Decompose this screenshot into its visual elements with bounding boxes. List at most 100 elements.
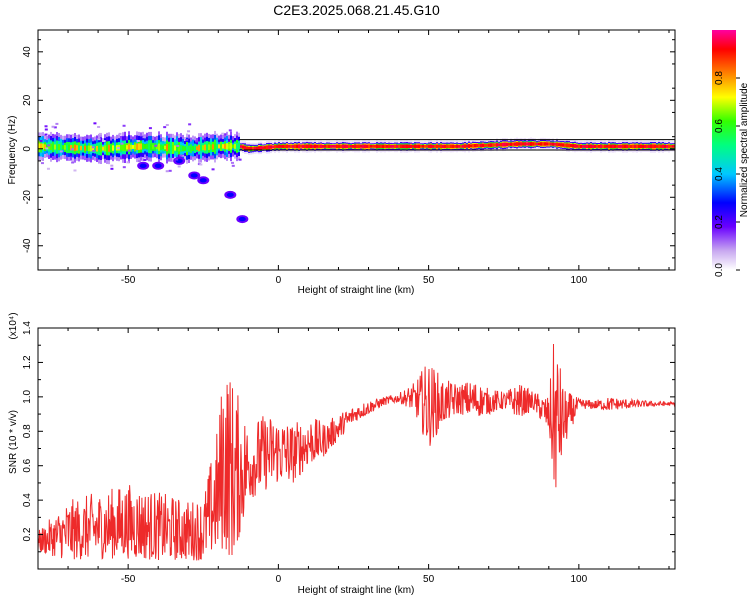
spectrogram-ridge-cell xyxy=(76,145,78,151)
spectrogram-ridge-cell xyxy=(610,144,612,149)
spectrogram-ridge-cell xyxy=(464,144,466,149)
spectrogram-ridge-cell xyxy=(376,144,378,149)
spectrogram-speckle xyxy=(44,133,48,136)
spectrogram-ridge-cell xyxy=(406,144,408,149)
spectrogram-speckle xyxy=(231,164,235,167)
spectrogram-speckle xyxy=(116,147,120,150)
spectrogram-ridge-cell xyxy=(578,144,580,148)
spectrogram-speckle xyxy=(223,133,227,136)
spectrogram-ridge-cell xyxy=(550,142,552,146)
spectrogram-ridge-cell xyxy=(142,143,144,150)
snr-xtick-label: 50 xyxy=(423,574,435,585)
spectrogram-speckle xyxy=(98,132,102,135)
spectrogram-ridge-cell xyxy=(228,144,230,149)
snr-xtick-label: 100 xyxy=(571,574,588,585)
spectrogram-ridge-cell xyxy=(196,146,198,151)
spectrogram-ridge-cell xyxy=(634,144,636,149)
spectrogram-ridge-cell xyxy=(180,144,182,152)
spectrogram-ridge-cell xyxy=(138,143,140,150)
spectrogram-ridge-cell xyxy=(384,144,386,149)
spectrogram-ridge-cell xyxy=(626,144,628,149)
spectrogram-ridge-cell xyxy=(508,142,510,146)
spectrogram-streak-core xyxy=(154,163,162,168)
snr-series-line xyxy=(38,343,675,561)
spectrogram-ridge-cell xyxy=(354,144,356,149)
spectrogram-ridge-cell xyxy=(100,145,102,153)
spectrogram-speckle xyxy=(73,169,77,172)
spectrogram-speckle xyxy=(238,158,242,161)
spectrogram-ridge-cell xyxy=(478,144,480,148)
spectrogram-ridge-cell xyxy=(496,142,498,147)
spectrogram-ridge-cell xyxy=(564,143,566,147)
spectrogram-ridge-cell xyxy=(404,144,406,149)
spectrogram-ridge-cell xyxy=(94,146,96,152)
spectrogram-ridge-cell xyxy=(494,143,496,147)
spectrogram-speckle xyxy=(47,144,51,147)
spectrogram-ridge-cell xyxy=(162,145,164,150)
spectrogram-ridge-cell xyxy=(174,145,176,151)
spectrogram-ridge-cell xyxy=(42,143,44,150)
spectrogram-ridge-cell xyxy=(492,143,494,147)
spectrogram-ridge-cell xyxy=(378,144,380,148)
spectrogram-speckle xyxy=(71,161,75,164)
spectrogram-xtick-label: 50 xyxy=(423,275,435,286)
spectrogram-speckle xyxy=(143,158,147,161)
spectrogram-ridge-cell xyxy=(172,144,174,151)
spectrogram-ridge-cell xyxy=(152,144,154,149)
spectrogram-ridge-cell xyxy=(158,143,160,151)
spectrogram-streak-core xyxy=(199,178,207,183)
spectrogram-ridge-cell xyxy=(602,144,604,149)
spectrogram-ridge-cell xyxy=(102,146,104,151)
spectrogram-ridge-cell xyxy=(40,143,42,150)
spectrogram-ytick-label: -20 xyxy=(22,190,33,205)
spectrogram-x-label: Height of straight line (km) xyxy=(298,285,415,296)
spectrogram-speckle xyxy=(110,167,114,170)
spectrogram-ridge-cell xyxy=(632,144,634,149)
spectrogram-speckle xyxy=(211,168,215,171)
spectrogram-ridge-cell xyxy=(672,144,674,148)
spectrogram-ridge-cell xyxy=(188,145,190,152)
spectrogram-ridge-cell xyxy=(332,144,334,148)
spectrogram-ridge-cell xyxy=(472,143,474,148)
spectrogram-ridge-cell xyxy=(484,143,486,147)
spectrogram-ridge-cell xyxy=(582,144,584,148)
snr-y-label: SNR (10 * v/v) xyxy=(8,410,19,474)
spectrogram-ridge-cell xyxy=(630,144,632,149)
spectrogram-ridge-cell xyxy=(164,145,166,150)
spectrogram-ridge-cell xyxy=(434,144,436,148)
spectrogram-ridge-cell xyxy=(306,144,308,149)
spectrogram-ridge-cell xyxy=(468,143,470,148)
spectrogram-ridge-cell xyxy=(160,144,162,150)
spectrogram-ridge-cell xyxy=(292,144,294,148)
spectrogram-ridge-cell xyxy=(548,142,550,146)
spectrogram-streak-core xyxy=(139,163,147,168)
snr-ytick-label: 0.8 xyxy=(22,424,33,438)
spectrogram-ridge-cell xyxy=(310,144,312,149)
spectrogram-ridge-cell xyxy=(154,145,156,149)
spectrogram-ridge-cell xyxy=(104,145,106,152)
spectrogram-ridge-cell xyxy=(666,144,668,148)
snr-ytick-label: 1.4 xyxy=(22,321,33,335)
spectrogram-ridge-cell xyxy=(414,144,416,149)
spectrogram-speckle xyxy=(142,136,146,139)
spectrogram-ridge-cell xyxy=(524,142,526,146)
spectrogram-speckle xyxy=(179,154,183,157)
spectrogram-ridge-cell xyxy=(348,144,350,148)
spectrogram-ridge-cell xyxy=(64,145,66,150)
spectrogram-ridge-cell xyxy=(600,144,602,149)
spectrogram-ridge-cell xyxy=(432,144,434,148)
spectrogram-speckle xyxy=(44,128,48,131)
spectrogram-speckle xyxy=(191,156,195,159)
spectrogram-ridge-cell xyxy=(68,144,70,151)
spectrogram-ridge-cell xyxy=(126,145,128,150)
spectrogram-ridge-cell xyxy=(38,143,40,150)
spectrogram-speckle xyxy=(194,140,198,143)
spectrogram-ridge-cell xyxy=(446,144,448,149)
spectrogram-ridge-cell xyxy=(248,146,250,151)
spectrogram-ridge-cell xyxy=(296,144,298,149)
spectrogram-ridge-cell xyxy=(586,144,588,149)
spectrogram-xtick-label: 0 xyxy=(276,275,282,286)
spectrogram-ridge-cell xyxy=(232,144,234,149)
spectrogram-ridge-cell xyxy=(88,145,90,152)
spectrogram-ridge-cell xyxy=(480,143,482,148)
